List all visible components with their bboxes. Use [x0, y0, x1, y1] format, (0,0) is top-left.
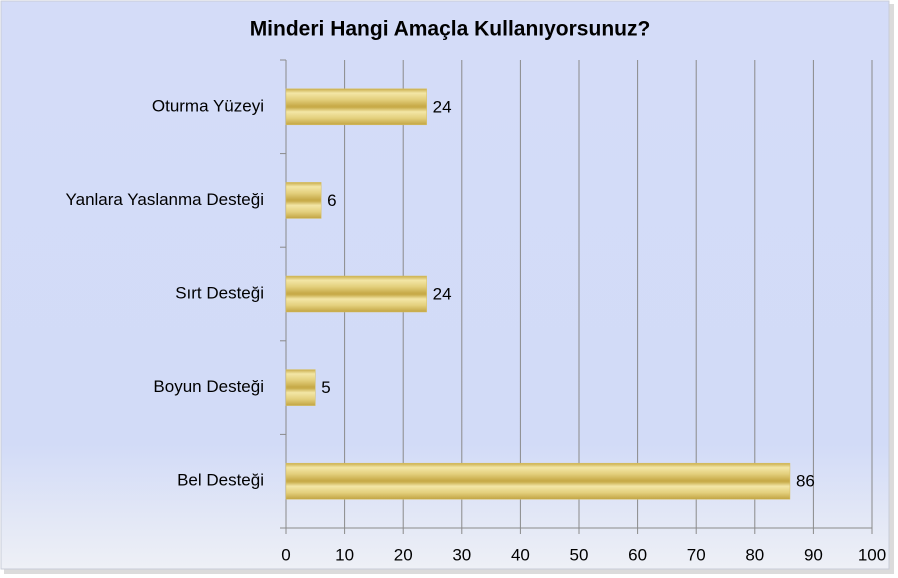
x-tick-label: 100 [858, 545, 886, 564]
y-tick-label: Bel Desteği [177, 471, 264, 490]
x-tick-label: 10 [335, 545, 354, 564]
x-tick-label: 30 [452, 545, 471, 564]
x-tick-label: 70 [687, 545, 706, 564]
x-tick-label: 40 [511, 545, 530, 564]
chart-title: Minderi Hangi Amaçla Kullanıyorsunuz? [250, 18, 651, 41]
bar [285, 182, 322, 219]
x-tick-label: 60 [628, 545, 647, 564]
value-label: 24 [433, 284, 452, 303]
bar [285, 369, 316, 406]
y-tick-label: Sırt Desteği [175, 283, 264, 302]
value-label: 24 [433, 97, 452, 116]
y-tick-label: Boyun Desteği [153, 377, 264, 396]
x-tick-label: 90 [804, 545, 823, 564]
x-tick-label: 80 [745, 545, 764, 564]
x-tick-label: 50 [570, 545, 589, 564]
value-label: 6 [327, 191, 336, 210]
bar [285, 88, 427, 126]
y-tick-label: Oturma Yüzeyi [152, 96, 264, 115]
x-tick-label: 0 [281, 545, 290, 564]
y-tick-label: Yanlara Yaslanma Desteği [66, 190, 264, 209]
value-label: 5 [321, 378, 330, 397]
bar [285, 462, 791, 500]
x-tick-label: 20 [394, 545, 413, 564]
value-label: 86 [796, 472, 815, 491]
bar [285, 275, 427, 313]
